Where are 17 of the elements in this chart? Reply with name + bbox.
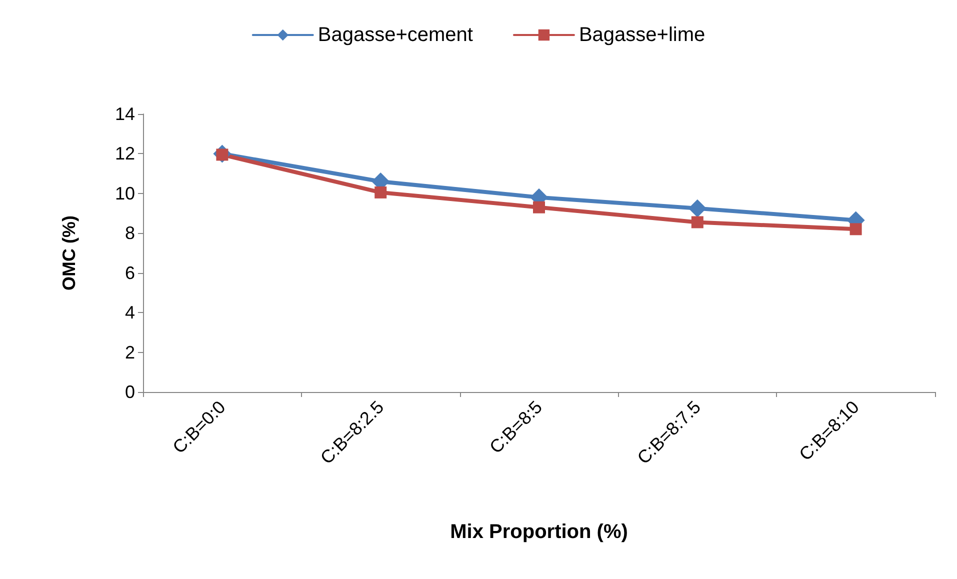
y-tick-label: 14 xyxy=(114,104,135,124)
x-axis-title: Mix Proportion (%) xyxy=(450,521,628,543)
y-tick-label: 2 xyxy=(124,342,135,362)
y-axis-title: OMC (%) xyxy=(59,216,79,290)
point xyxy=(691,216,704,228)
point xyxy=(374,186,387,198)
y-tick-label: 10 xyxy=(114,183,135,204)
y-tick-label: 0 xyxy=(124,382,135,402)
point xyxy=(850,223,862,236)
y-tick-label: 12 xyxy=(114,144,135,164)
point xyxy=(688,199,706,218)
y-tick-label: 8 xyxy=(124,223,135,244)
y-tick-label: 6 xyxy=(124,262,135,283)
legend-label: Bagasse+cement xyxy=(318,24,474,46)
point xyxy=(533,201,545,214)
y-tick-label: 4 xyxy=(124,302,135,323)
legend-label: Bagasse+lime xyxy=(578,24,706,46)
